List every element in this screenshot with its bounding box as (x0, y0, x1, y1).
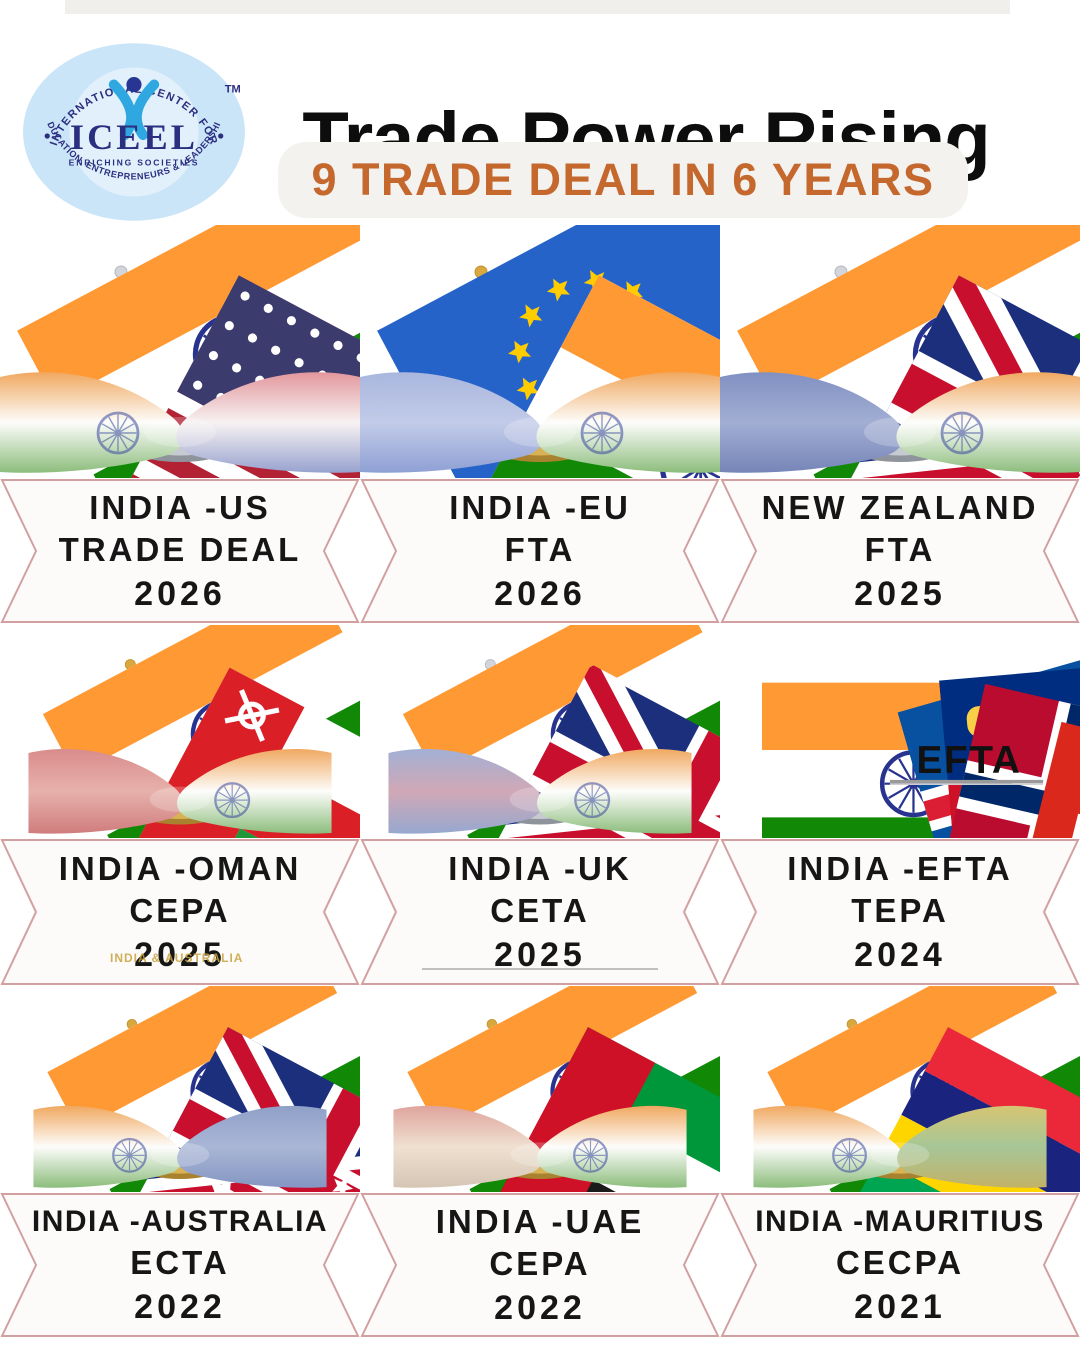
ribbon-shape (720, 1193, 1080, 1337)
desk-flags-handshake-graphic (360, 265, 720, 473)
deal-title: INDIA -OMAN (58, 850, 302, 887)
deal-image-india-efta: EFTA (720, 625, 1080, 838)
watermark-text: INDIA & AUSTRALIA (110, 951, 244, 965)
deal-banner-new-zealand: NEW ZEALAND FTA 2025 (720, 478, 1080, 624)
top-strip (65, 0, 1010, 14)
deal-banner-india-uk: INDIA -UK CETA 2025 (360, 838, 720, 986)
deal-acronym: FTA (504, 531, 576, 568)
deal-acronym: ECTA (130, 1243, 230, 1281)
deal-acronym: TRADE DEAL (58, 531, 302, 568)
desk-flags-handshake-graphic (753, 1018, 1047, 1188)
deal-banner-india-mauritius: INDIA -MAURITIUS CECPA 2021 (720, 1192, 1080, 1338)
deal-year: 2025 (854, 575, 946, 613)
logo-figure-icon (108, 79, 137, 141)
deal-acronym: CEPA (129, 892, 231, 929)
efta-logo-text: EFTA (917, 739, 1022, 782)
desk-flags-handshake-graphic (720, 265, 1080, 473)
deal-banner-india-uae: INDIA -UAE CEPA 2022 (360, 1192, 720, 1338)
deal-label: INDIA -AUSTRALIA ECTA 2022 (0, 1192, 360, 1338)
deal-acronym: CECPA (835, 1243, 965, 1281)
deal-image-india-eu (360, 225, 720, 478)
deal-label: INDIA -UAE CEPA 2022 (360, 1192, 720, 1338)
deal-year: 2024 (854, 936, 946, 974)
desk-flags-handshake-graphic (0, 265, 360, 473)
deal-label: INDIA -EFTA TEPA 2024 (720, 838, 1080, 986)
logo-name: ICEEL (70, 117, 198, 157)
desk-flags-handshake-graphic (393, 1018, 687, 1188)
deal-year: 2025 (494, 936, 586, 974)
deal-banner-india-australia: INDIA -AUSTRALIA ECTA 2022 (0, 1192, 360, 1338)
deal-title: NEW ZEALAND (761, 489, 1039, 526)
deal-year: 2022 (494, 1289, 586, 1327)
deal-image-india-australia (0, 986, 360, 1192)
desk-flags-handshake-graphic (33, 1018, 327, 1188)
ribbon-shape (0, 1193, 360, 1337)
deal-image-india-us (0, 225, 360, 478)
deal-year: 2026 (134, 575, 226, 613)
deal-image-india-oman (0, 625, 360, 838)
deal-acronym: CEPA (489, 1245, 591, 1282)
ribbon-shape (720, 479, 1080, 623)
deal-acronym: FTA (864, 531, 936, 568)
deal-banner-india-efta: INDIA -EFTA TEPA 2024 (720, 838, 1080, 986)
india-efta-graphic: EFTA (761, 673, 1048, 785)
deal-banner-india-oman: INDIA -OMAN CEPA 2025 (0, 838, 360, 986)
deal-banner-india-eu: INDIA -EU FTA 2026 (360, 478, 720, 624)
deal-title: INDIA -UK (448, 850, 632, 887)
ribbon-shape (360, 1193, 720, 1337)
deal-image-new-zealand (720, 225, 1080, 478)
deal-year: 2026 (494, 575, 586, 613)
deal-title: INDIA -UAE (435, 1203, 645, 1240)
deal-image-india-mauritius (720, 986, 1080, 1192)
logo-tagline: ENRICHING SOCIETIES (69, 157, 200, 167)
deal-image-india-uae (360, 986, 720, 1192)
deal-year: 2022 (134, 1287, 226, 1326)
deal-label: INDIA -OMAN CEPA 2025 (0, 838, 360, 986)
ribbon-shape (0, 479, 360, 623)
deal-title: INDIA -EU (449, 489, 631, 526)
deal-title: INDIA -MAURITIUS (755, 1204, 1045, 1238)
deal-label: INDIA -EU FTA 2026 (360, 478, 720, 624)
deal-title: INDIA -AUSTRALIA (31, 1204, 329, 1238)
deal-image-india-uk (360, 625, 720, 838)
deal-title: INDIA -EFTA (787, 850, 1013, 887)
ribbon-shape (360, 479, 720, 623)
ribbon-shape (360, 839, 720, 985)
iceel-logo: INTERNATIONAL CENTER FOR EDUCATION, ENTR… (17, 32, 252, 224)
trademark-symbol: TM (225, 84, 241, 96)
deal-year: 2021 (854, 1287, 946, 1326)
desk-flags-handshake-graphic (388, 659, 692, 834)
deal-label: INDIA -UK CETA 2025 (360, 838, 720, 986)
deal-title: INDIA -US (89, 489, 271, 526)
deal-label: INDIA -MAURITIUS CECPA 2021 (720, 1192, 1080, 1338)
iceel-logo-graphic: INTERNATIONAL CENTER FOR EDUCATION, ENTR… (17, 32, 245, 221)
deal-year: 2025 (134, 936, 226, 974)
deal-acronym: TEPA (851, 892, 949, 929)
deal-label: NEW ZEALAND FTA 2025 (720, 478, 1080, 624)
ribbon-shape (0, 839, 360, 985)
deal-banner-india-us: INDIA -US TRADE DEAL 2026 (0, 478, 360, 624)
deal-acronym: CETA (490, 892, 590, 929)
subtitle-badge: 9 TRADE DEAL IN 6 YEARS (278, 142, 968, 218)
deal-label: INDIA -US TRADE DEAL 2026 (0, 478, 360, 624)
decorative-line (422, 968, 658, 970)
desk-flags-handshake-graphic (28, 659, 332, 834)
ribbon-shape (720, 839, 1080, 985)
subtitle-text: 9 TRADE DEAL IN 6 YEARS (311, 154, 935, 205)
